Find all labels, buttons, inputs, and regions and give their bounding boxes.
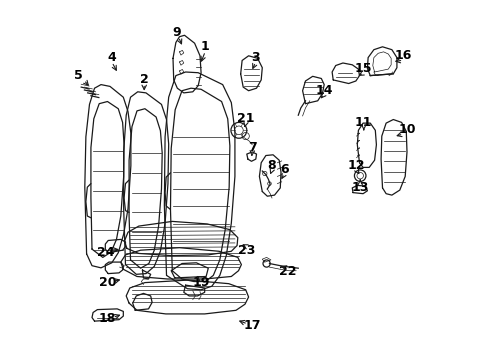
Text: 3: 3	[251, 51, 260, 64]
Text: 15: 15	[355, 62, 372, 75]
Text: 24: 24	[97, 246, 114, 258]
Text: 7: 7	[248, 141, 257, 154]
Text: 2: 2	[140, 73, 148, 86]
Text: 5: 5	[74, 69, 83, 82]
Text: 9: 9	[172, 26, 181, 39]
Text: 20: 20	[98, 276, 116, 289]
Text: 1: 1	[201, 40, 210, 53]
Text: 14: 14	[316, 84, 333, 96]
Text: 22: 22	[279, 265, 296, 278]
Text: 10: 10	[398, 123, 416, 136]
Text: 4: 4	[107, 51, 116, 64]
Text: 11: 11	[355, 116, 372, 129]
Text: 21: 21	[237, 112, 254, 125]
Text: 17: 17	[244, 319, 261, 332]
Text: 16: 16	[395, 49, 412, 62]
Text: 19: 19	[193, 276, 210, 289]
Text: 8: 8	[268, 159, 276, 172]
Text: 18: 18	[99, 312, 116, 325]
Text: 23: 23	[238, 244, 255, 257]
Text: 6: 6	[280, 163, 289, 176]
Text: 12: 12	[348, 159, 366, 172]
Text: 13: 13	[351, 181, 369, 194]
